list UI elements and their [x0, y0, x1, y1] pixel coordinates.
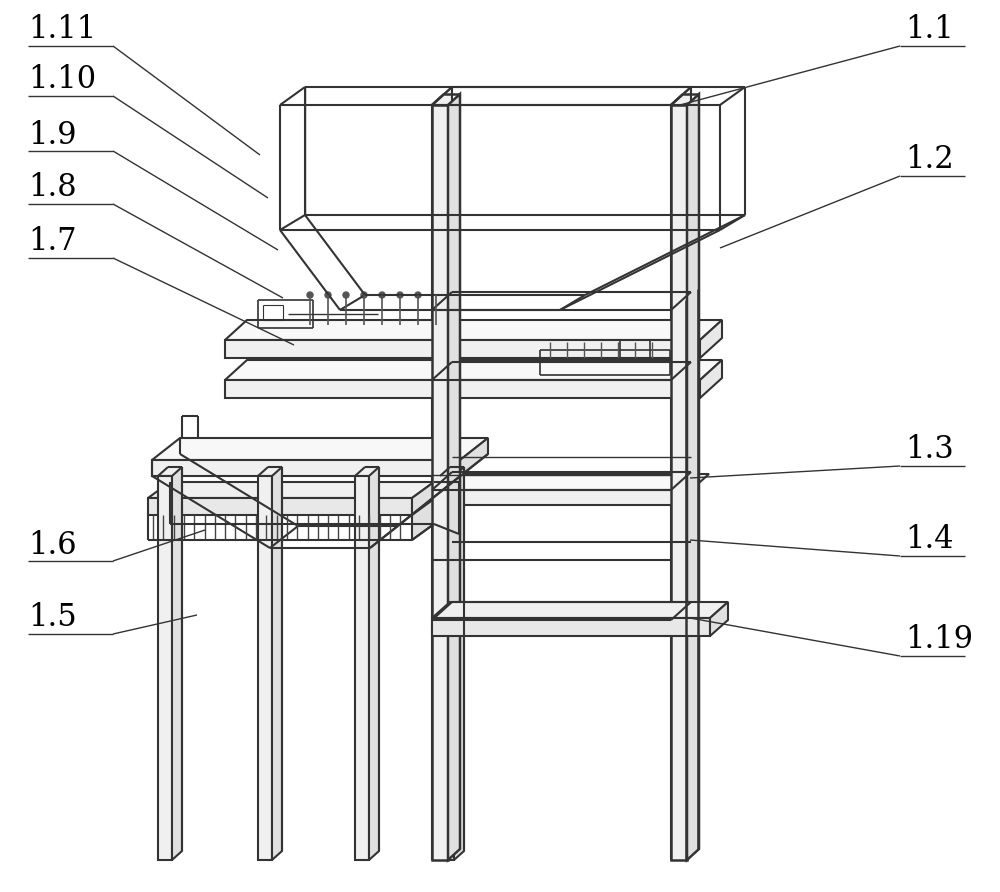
Text: 1.2: 1.2 — [905, 145, 954, 176]
Text: 1.5: 1.5 — [28, 602, 77, 633]
Polygon shape — [412, 499, 434, 540]
Text: 1.1: 1.1 — [905, 14, 954, 45]
Polygon shape — [687, 94, 699, 860]
Text: 1.8: 1.8 — [28, 172, 77, 203]
Polygon shape — [272, 467, 282, 860]
Polygon shape — [432, 490, 691, 505]
Polygon shape — [432, 602, 728, 618]
Circle shape — [325, 292, 331, 298]
Polygon shape — [700, 320, 722, 358]
Polygon shape — [225, 320, 722, 340]
Polygon shape — [258, 476, 272, 860]
Polygon shape — [152, 460, 460, 476]
Circle shape — [307, 292, 313, 298]
Circle shape — [361, 292, 367, 298]
Polygon shape — [671, 105, 687, 860]
Polygon shape — [700, 360, 722, 398]
Polygon shape — [448, 94, 460, 860]
Text: 1.7: 1.7 — [28, 227, 77, 258]
Circle shape — [379, 292, 385, 298]
Polygon shape — [710, 602, 728, 636]
Text: 1.10: 1.10 — [28, 64, 96, 95]
Text: 1.19: 1.19 — [905, 624, 973, 656]
Text: 1.9: 1.9 — [28, 120, 76, 151]
Polygon shape — [225, 380, 700, 398]
Circle shape — [415, 292, 421, 298]
Polygon shape — [454, 467, 464, 860]
Circle shape — [397, 292, 403, 298]
Circle shape — [343, 292, 349, 298]
Polygon shape — [440, 476, 454, 860]
Polygon shape — [432, 618, 710, 636]
Text: 1.3: 1.3 — [905, 434, 954, 466]
Polygon shape — [412, 482, 434, 515]
Polygon shape — [432, 105, 448, 860]
Polygon shape — [148, 498, 412, 515]
Polygon shape — [148, 482, 434, 498]
Polygon shape — [460, 438, 488, 476]
Polygon shape — [225, 360, 722, 380]
Text: 1.4: 1.4 — [905, 524, 954, 556]
Polygon shape — [432, 474, 709, 490]
Text: 1.6: 1.6 — [28, 530, 77, 560]
Polygon shape — [172, 467, 182, 860]
Polygon shape — [158, 476, 172, 860]
Polygon shape — [225, 340, 700, 358]
Polygon shape — [152, 438, 488, 460]
Circle shape — [433, 292, 439, 298]
Polygon shape — [671, 87, 691, 860]
Polygon shape — [369, 467, 379, 860]
Polygon shape — [355, 476, 369, 860]
Polygon shape — [432, 87, 452, 860]
Text: 1.11: 1.11 — [28, 14, 96, 45]
